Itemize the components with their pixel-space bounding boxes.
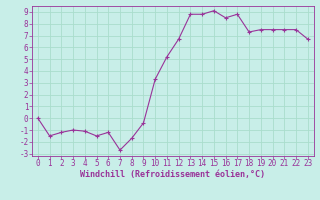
X-axis label: Windchill (Refroidissement éolien,°C): Windchill (Refroidissement éolien,°C) [80,170,265,179]
